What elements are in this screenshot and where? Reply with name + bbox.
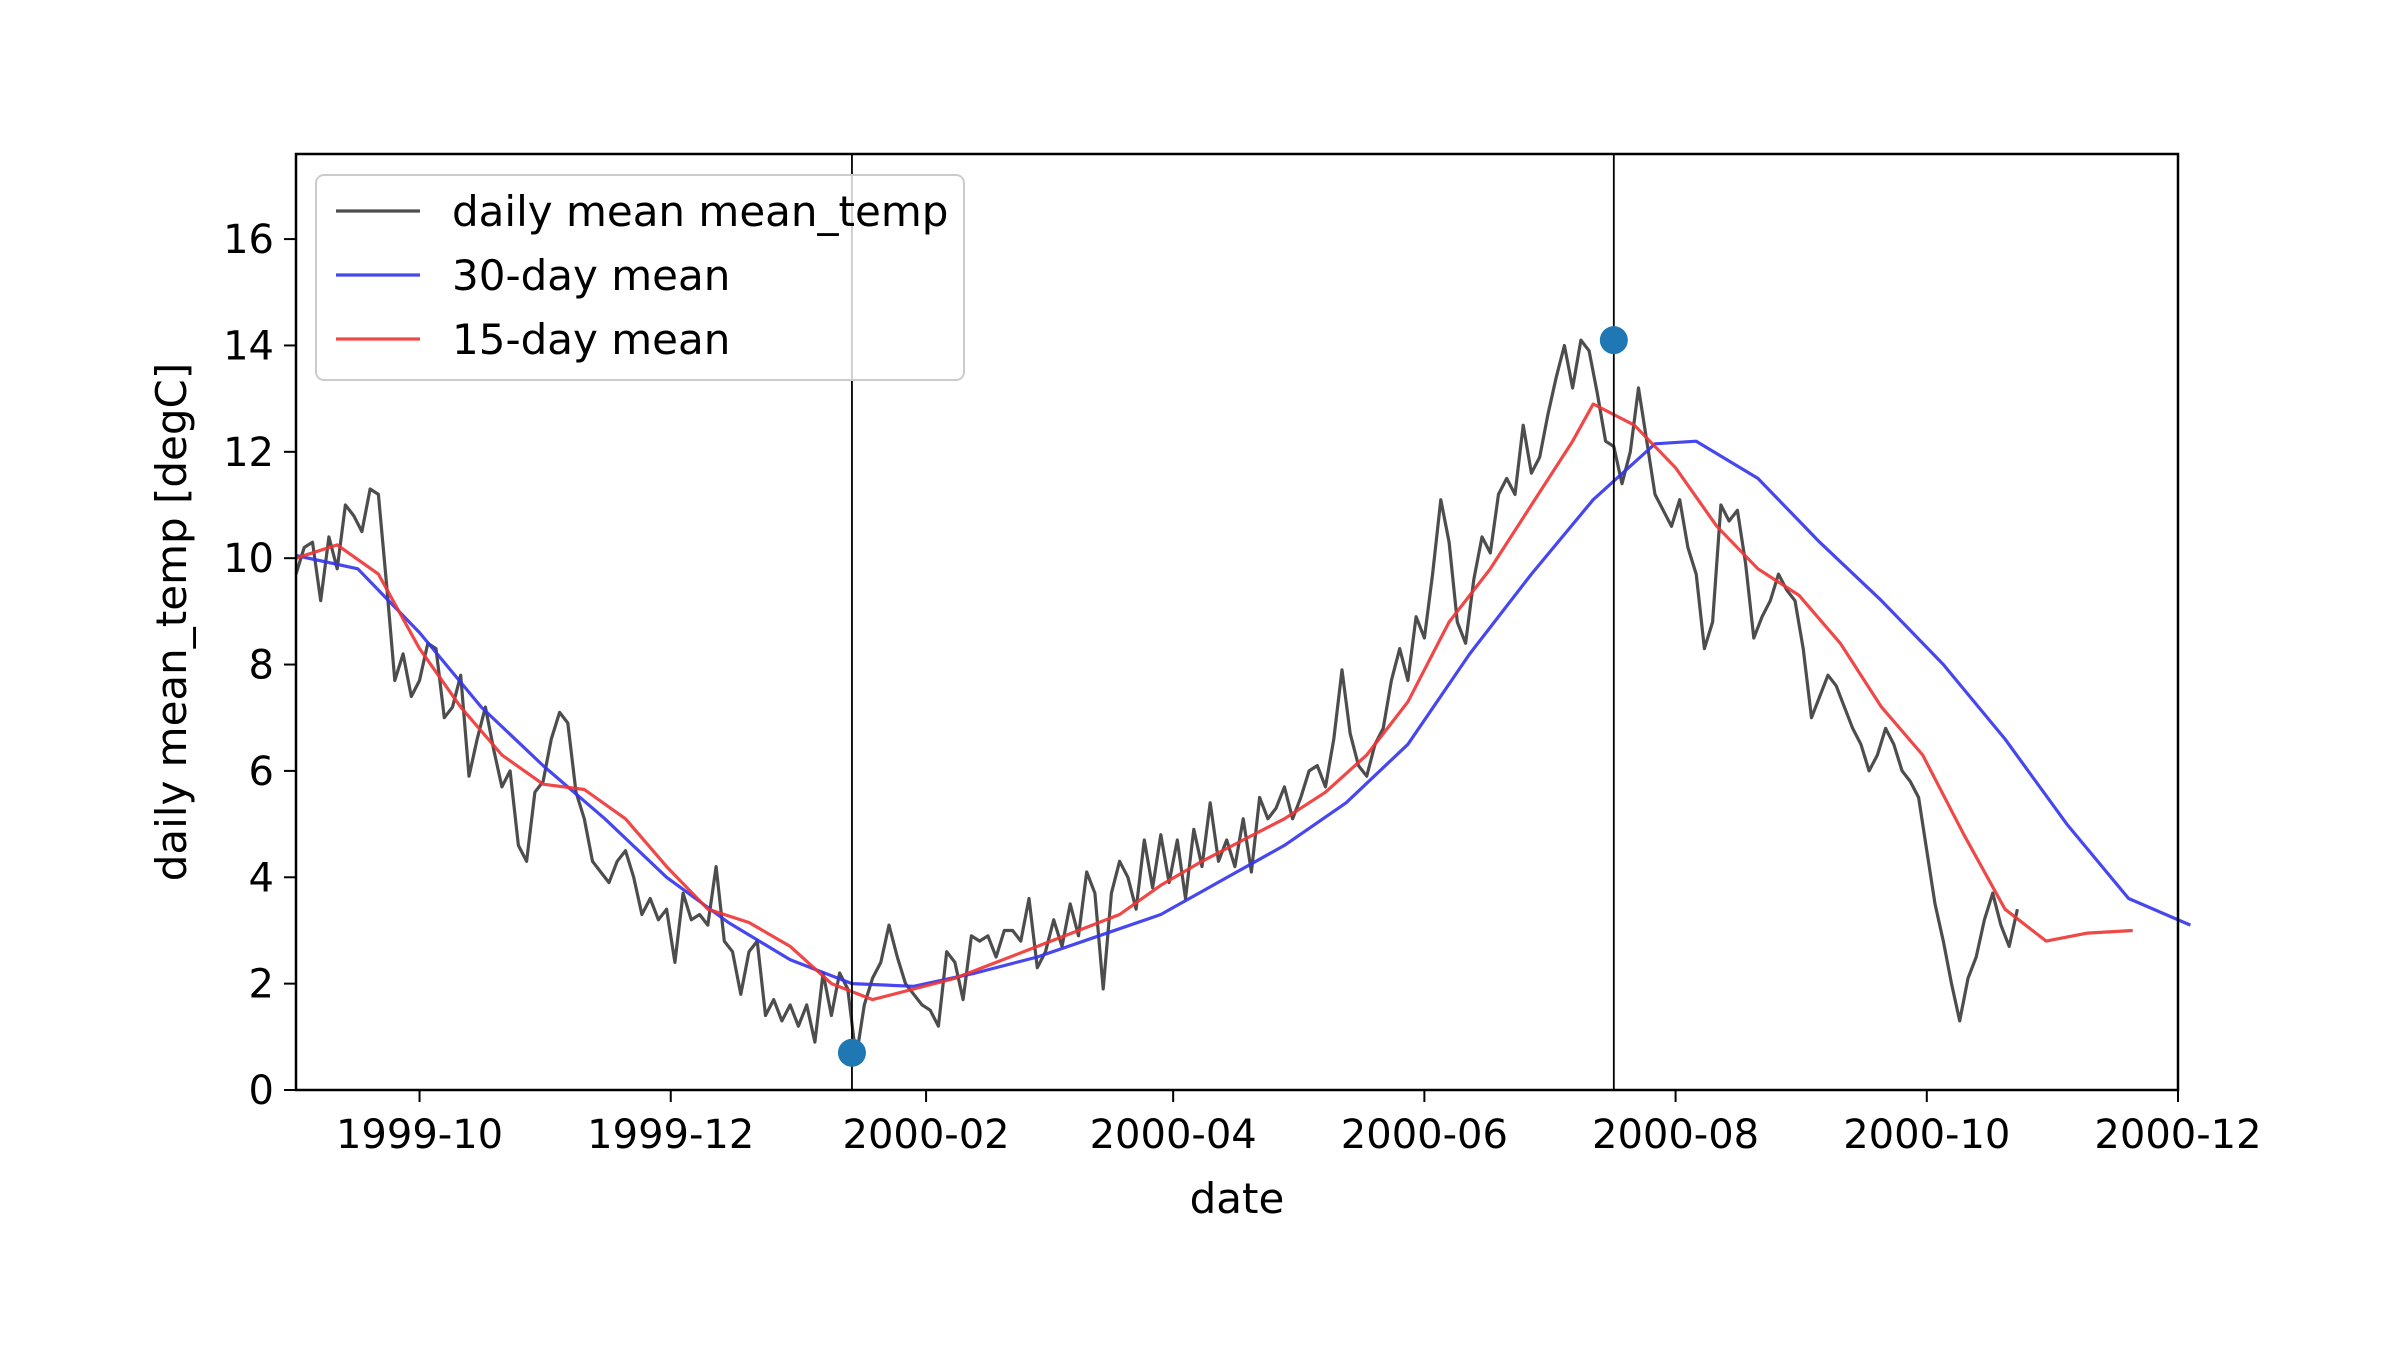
x-tick-label: 1999-12 — [587, 1112, 754, 1158]
series-layer — [294, 338, 2192, 1060]
x-axis-label: date — [1190, 1174, 1285, 1223]
legend-label: 30-day mean — [452, 251, 730, 300]
minimum-marker — [837, 1038, 866, 1067]
y-axis-label: daily mean_temp [degC] — [147, 363, 196, 882]
series-daily-mean-line — [294, 338, 2019, 1060]
y-tick-label: 10 — [223, 536, 274, 582]
y-tick-label: 6 — [249, 749, 274, 795]
x-tick-label: 2000-06 — [1341, 1112, 1508, 1158]
y-tick-label: 0 — [249, 1068, 274, 1114]
plot-frame — [294, 152, 2180, 1092]
legend-entries: daily mean mean_temp 30-day mean 15-day me… — [336, 187, 948, 364]
legend: daily mean mean_temp 30-day mean 15-day me… — [315, 174, 965, 381]
series-15-day-mean-line — [295, 402, 2133, 1002]
y-tick-label: 2 — [249, 962, 274, 1008]
y-tick-label: 16 — [223, 217, 274, 263]
x-tick-label: 2000-08 — [1592, 1112, 1759, 1158]
marker-layer — [837, 326, 1628, 1067]
x-tick-label: 2000-04 — [1090, 1112, 1257, 1158]
x-axis-ticks: 1999-10 1999-12 2000-02 2000-04 2000-06 2000-… — [336, 1090, 2262, 1158]
y-tick-label: 4 — [249, 855, 274, 901]
legend-label: daily mean mean_temp — [452, 187, 948, 236]
x-tick-label: 2000-10 — [1843, 1112, 2010, 1158]
y-tick-label: 12 — [223, 430, 274, 476]
y-tick-label: 14 — [223, 323, 274, 369]
y-tick-label: 8 — [249, 643, 274, 689]
maximum-marker — [1599, 326, 1628, 355]
y-axis-ticks: 0 2 4 6 8 10 12 14 16 — [223, 217, 296, 1114]
legend-box — [315, 174, 965, 381]
x-tick-label: 2000-12 — [2094, 1112, 2261, 1158]
x-tick-label: 1999-10 — [336, 1112, 503, 1158]
series-30-day-mean-line — [295, 439, 2192, 988]
x-tick-label: 2000-02 — [843, 1112, 1010, 1158]
legend-label: 15-day mean — [452, 315, 730, 364]
